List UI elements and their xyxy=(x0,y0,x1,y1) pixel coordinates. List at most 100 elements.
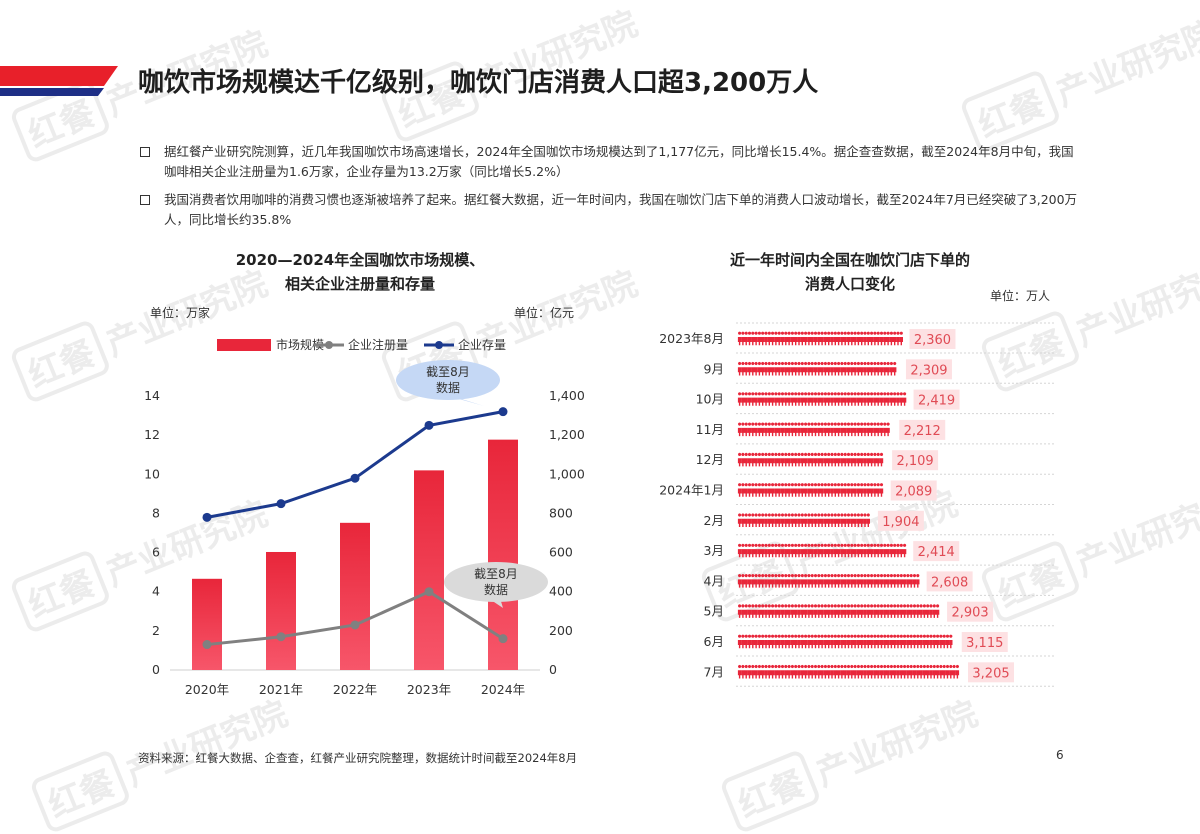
person-icon xyxy=(860,361,864,376)
person-icon xyxy=(856,483,861,497)
person-icon xyxy=(830,574,834,588)
person-icon xyxy=(784,331,788,346)
person-icon xyxy=(879,664,884,679)
person-icon xyxy=(770,361,775,376)
person-icon xyxy=(737,483,742,497)
person-icon xyxy=(767,452,771,467)
person-icon xyxy=(751,361,755,376)
header-accent-bar xyxy=(0,66,118,96)
person-icon xyxy=(784,513,788,527)
person-icon xyxy=(856,604,861,618)
person-icon xyxy=(803,452,808,467)
person-icon xyxy=(833,422,837,437)
person-icon xyxy=(803,331,808,346)
person-icon xyxy=(790,361,795,376)
person-icon xyxy=(863,513,867,527)
person-icon xyxy=(856,452,861,467)
line-enterprise-stock-point xyxy=(350,473,360,483)
person-icon xyxy=(863,574,867,588)
page-number: 6 xyxy=(1056,748,1064,762)
person-icon xyxy=(833,664,837,679)
person-icon xyxy=(744,392,748,406)
person-icon xyxy=(919,664,923,679)
person-icon xyxy=(830,422,834,437)
left-chart-title: 2020—2024年全国咖饮市场规模、 相关企业注册量和存量 xyxy=(235,251,485,293)
person-icon xyxy=(813,361,818,376)
person-icon xyxy=(863,543,867,558)
person-icon xyxy=(784,543,788,558)
person-icon xyxy=(813,513,818,527)
person-icon xyxy=(863,452,867,467)
person-icon xyxy=(777,604,781,618)
person-icon xyxy=(757,483,762,497)
person-icon xyxy=(784,452,788,467)
person-icon xyxy=(747,513,752,527)
person-icon xyxy=(836,513,841,527)
category-label: 2023年8月 xyxy=(659,331,724,346)
person-icon xyxy=(754,634,758,649)
value-label: 2,414 xyxy=(918,545,955,560)
person-icon xyxy=(840,543,844,558)
person-icon xyxy=(794,452,798,467)
person-icon xyxy=(866,422,870,437)
person-icon xyxy=(856,574,861,588)
person-icon xyxy=(737,513,742,527)
person-icon xyxy=(737,361,742,376)
value-label-bg xyxy=(961,632,1008,652)
person-icon xyxy=(883,361,887,376)
person-icon xyxy=(893,543,897,558)
person-icon xyxy=(807,331,811,346)
category-label: 11月 xyxy=(696,422,724,437)
person-icon xyxy=(883,574,887,588)
person-icon xyxy=(810,664,814,679)
person-icon xyxy=(761,543,765,558)
person-icon xyxy=(767,664,771,679)
person-icon xyxy=(737,664,742,679)
person-icon xyxy=(836,422,841,437)
person-icon xyxy=(906,664,910,679)
person-icon xyxy=(803,483,808,497)
pictograph-bar xyxy=(737,452,884,467)
right-axis-tick: 200 xyxy=(549,623,573,638)
right-axis-tick: 0 xyxy=(549,662,557,677)
person-icon xyxy=(886,543,890,558)
person-icon xyxy=(810,634,814,649)
person-icon xyxy=(767,513,771,527)
person-icon xyxy=(767,483,771,497)
person-icon xyxy=(843,331,847,346)
person-icon xyxy=(817,452,821,467)
person-icon xyxy=(906,634,910,649)
person-icon xyxy=(896,604,900,618)
person-icon xyxy=(833,392,837,406)
bar-market-size xyxy=(266,551,296,670)
person-icon xyxy=(843,634,847,649)
person-icon xyxy=(800,634,804,649)
right-axis-tick: 1,400 xyxy=(549,388,585,403)
person-icon xyxy=(869,452,874,467)
person-icon xyxy=(764,331,768,346)
person-icon xyxy=(876,422,880,437)
person-icon xyxy=(741,392,745,406)
person-icon xyxy=(902,604,907,618)
person-icon xyxy=(807,452,811,467)
person-icon xyxy=(813,331,818,346)
person-icon xyxy=(784,634,788,649)
line-enterprise-registrations-point xyxy=(498,634,508,644)
person-icon xyxy=(866,513,870,527)
person-icon xyxy=(889,361,894,376)
person-icon xyxy=(790,543,795,558)
pictograph-bar xyxy=(737,664,960,679)
person-icon xyxy=(876,543,880,558)
right-axis-tick: 1,000 xyxy=(549,466,585,481)
person-icon xyxy=(893,634,897,649)
person-icon xyxy=(856,634,861,649)
person-icon xyxy=(820,543,824,558)
person-icon xyxy=(761,513,765,527)
person-icon xyxy=(876,483,880,497)
person-icon xyxy=(780,392,785,406)
person-icon xyxy=(751,543,755,558)
person-icon xyxy=(797,483,801,497)
person-icon xyxy=(764,452,768,467)
person-icon xyxy=(757,422,762,437)
person-icon xyxy=(817,331,821,346)
